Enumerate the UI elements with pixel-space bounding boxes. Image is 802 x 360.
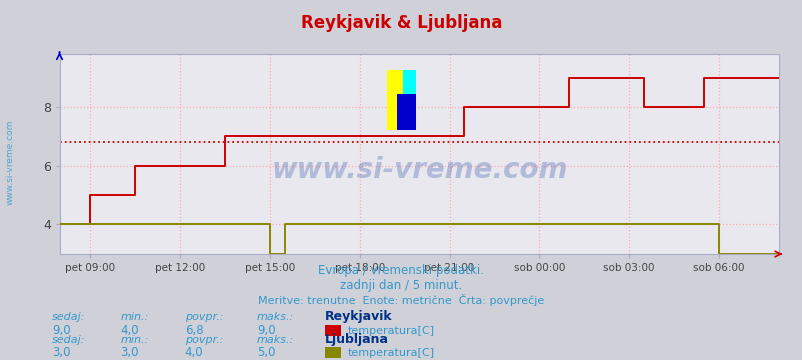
Text: Meritve: trenutne  Enote: metrične  Črta: povprečje: Meritve: trenutne Enote: metrične Črta: … [258,294,544,306]
Text: min.:: min.: [120,335,148,345]
Text: Reykjavik: Reykjavik [325,310,392,323]
Text: 4,0: 4,0 [184,346,203,359]
Text: 9,0: 9,0 [257,324,275,337]
Text: 9,0: 9,0 [52,324,71,337]
Bar [387,70,403,130]
Text: maks.:: maks.: [257,312,294,323]
Text: zadnji dan / 5 minut.: zadnji dan / 5 minut. [340,279,462,292]
Text: maks.:: maks.: [257,335,294,345]
Bar [403,70,415,110]
Text: 4,0: 4,0 [120,324,139,337]
Bar [396,94,415,130]
Text: povpr.:: povpr.: [184,312,223,323]
Text: povpr.:: povpr.: [184,335,223,345]
Text: 3,0: 3,0 [120,346,139,359]
Text: min.:: min.: [120,312,148,323]
Text: 3,0: 3,0 [52,346,71,359]
Text: sedaj:: sedaj: [52,312,86,323]
Text: Evropa / vremenski podatki.: Evropa / vremenski podatki. [318,264,484,277]
Text: www.si-vreme.com: www.si-vreme.com [5,119,14,205]
Text: www.si-vreme.com: www.si-vreme.com [271,156,567,184]
Text: Reykjavik & Ljubljana: Reykjavik & Ljubljana [301,14,501,32]
Text: 6,8: 6,8 [184,324,203,337]
Text: temperatura[C]: temperatura[C] [347,348,434,359]
Text: temperatura[C]: temperatura[C] [347,326,434,336]
Text: Ljubljana: Ljubljana [325,333,389,346]
Text: sedaj:: sedaj: [52,335,86,345]
Text: 5,0: 5,0 [257,346,275,359]
